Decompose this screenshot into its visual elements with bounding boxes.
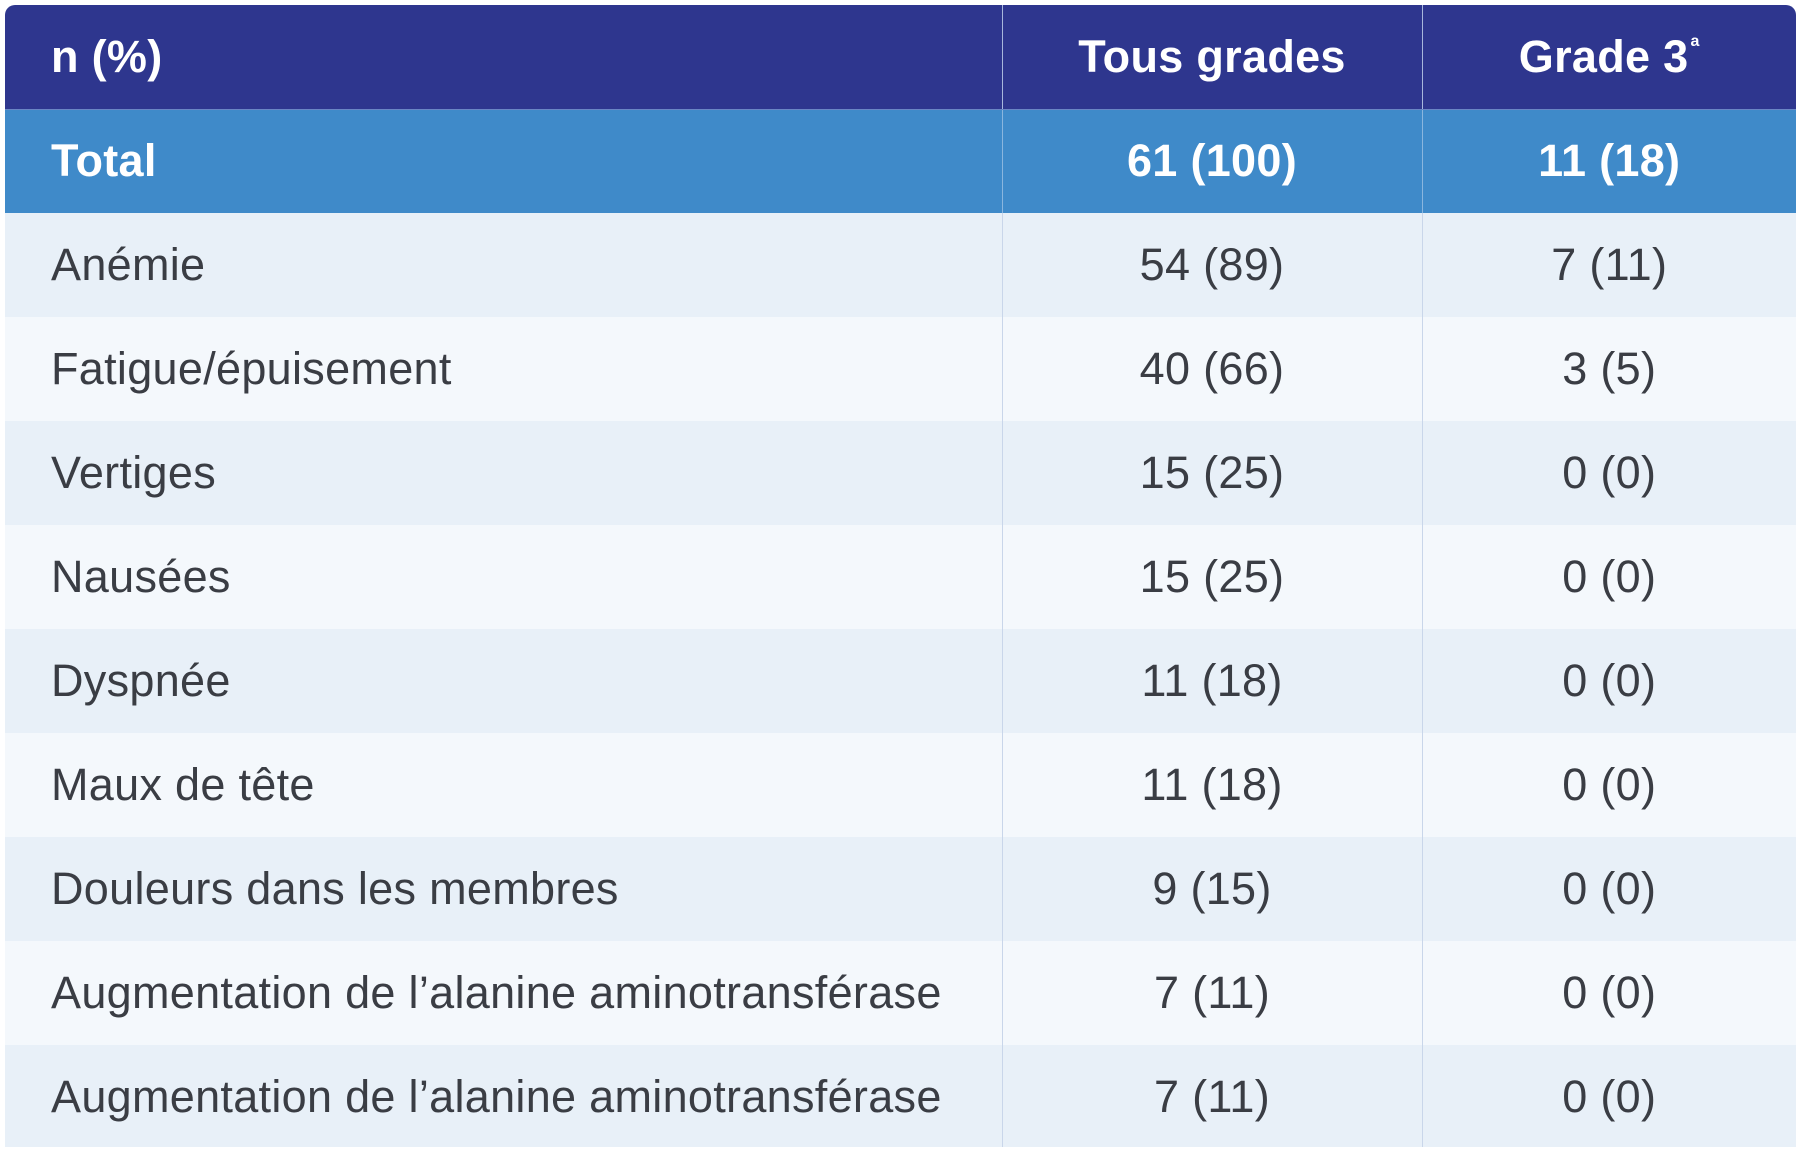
table-body: Total 61 (100) 11 (18) Anémie 54 (89) 7 … bbox=[5, 109, 1796, 1147]
row-label: Dyspnée bbox=[5, 629, 1002, 733]
row-all-grades: 15 (25) bbox=[1001, 525, 1422, 629]
header-n-percent: n (%) bbox=[5, 5, 1002, 110]
table-row: Maux de tête 11 (18) 0 (0) bbox=[5, 733, 1796, 837]
row-label: Augmentation de l’alanine aminotransféra… bbox=[5, 1045, 1002, 1147]
row-all-grades: 11 (18) bbox=[1001, 733, 1422, 837]
row-grade-3: 7 (11) bbox=[1421, 213, 1796, 317]
table-row: Augmentation de l’alanine aminotransféra… bbox=[5, 1045, 1796, 1147]
table-row: Augmentation de l’alanine aminotransféra… bbox=[5, 941, 1796, 1045]
row-all-grades: 54 (89) bbox=[1001, 213, 1422, 317]
row-label: Anémie bbox=[5, 213, 1002, 317]
total-grade-3: 11 (18) bbox=[1421, 109, 1796, 213]
row-all-grades: 40 (66) bbox=[1001, 317, 1422, 421]
row-label: Augmentation de l’alanine aminotransféra… bbox=[5, 941, 1002, 1045]
row-label: Fatigue/épuisement bbox=[5, 317, 1002, 421]
total-label: Total bbox=[5, 109, 1002, 213]
table-row: Anémie 54 (89) 7 (11) bbox=[5, 213, 1796, 317]
header-all-grades: Tous grades bbox=[1001, 5, 1422, 110]
row-label: Nausées bbox=[5, 525, 1002, 629]
table-row: Dyspnée 11 (18) 0 (0) bbox=[5, 629, 1796, 733]
table-row: Fatigue/épuisement 40 (66) 3 (5) bbox=[5, 317, 1796, 421]
row-grade-3: 0 (0) bbox=[1421, 941, 1796, 1045]
row-all-grades: 7 (11) bbox=[1001, 1045, 1422, 1147]
header-grade-3: Grade 3 bbox=[1518, 30, 1689, 82]
row-all-grades: 15 (25) bbox=[1001, 421, 1422, 525]
total-all-grades: 61 (100) bbox=[1001, 109, 1422, 213]
header-grade-3-footnote: a bbox=[1690, 32, 1700, 50]
table-row: Douleurs dans les membres 9 (15) 0 (0) bbox=[5, 837, 1796, 941]
row-all-grades: 9 (15) bbox=[1001, 837, 1422, 941]
row-grade-3: 0 (0) bbox=[1421, 837, 1796, 941]
row-label: Maux de tête bbox=[5, 733, 1002, 837]
row-grade-3: 0 (0) bbox=[1421, 1045, 1796, 1147]
row-grade-3: 3 (5) bbox=[1421, 317, 1796, 421]
row-grade-3: 0 (0) bbox=[1421, 733, 1796, 837]
row-all-grades: 7 (11) bbox=[1001, 941, 1422, 1045]
total-row: Total 61 (100) 11 (18) bbox=[5, 109, 1796, 213]
table-row: Vertiges 15 (25) 0 (0) bbox=[5, 421, 1796, 525]
row-grade-3: 0 (0) bbox=[1421, 421, 1796, 525]
table-row: Nausées 15 (25) 0 (0) bbox=[5, 525, 1796, 629]
row-label: Douleurs dans les membres bbox=[5, 837, 1002, 941]
row-all-grades: 11 (18) bbox=[1001, 629, 1422, 733]
row-grade-3: 0 (0) bbox=[1421, 525, 1796, 629]
row-grade-3: 0 (0) bbox=[1421, 629, 1796, 733]
row-label: Vertiges bbox=[5, 421, 1002, 525]
